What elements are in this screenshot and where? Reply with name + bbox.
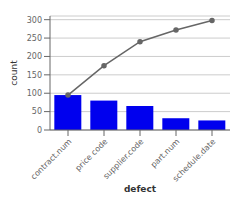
svg-text:supplier.code: supplier.code (101, 137, 145, 181)
svg-text:250: 250 (27, 34, 42, 43)
svg-text:part.num: part.num (149, 137, 182, 170)
svg-text:price code: price code (74, 137, 110, 173)
svg-text:100: 100 (27, 89, 42, 98)
svg-text:schedule.date: schedule.date (171, 137, 217, 183)
svg-text:defect: defect (124, 184, 157, 194)
svg-text:150: 150 (27, 71, 42, 80)
svg-text:200: 200 (27, 52, 42, 61)
svg-text:50: 50 (32, 107, 42, 116)
svg-text:0: 0 (37, 126, 42, 135)
svg-text:contract.num: contract.num (29, 137, 73, 181)
svg-text:count: count (9, 60, 19, 86)
svg-text:300: 300 (27, 16, 42, 25)
